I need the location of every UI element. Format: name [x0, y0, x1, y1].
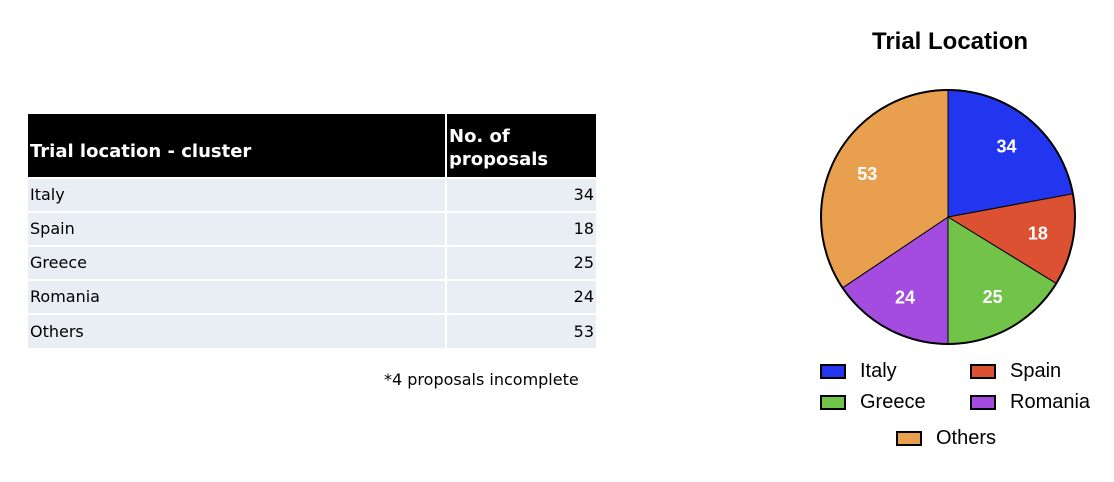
legend-swatch-romania	[970, 395, 996, 410]
row-value: 34	[445, 177, 596, 212]
header-no-of-proposals: No. of proposals	[445, 114, 596, 178]
proposals-table: Trial location - cluster No. of proposal…	[28, 114, 596, 348]
legend-item-others: Others	[896, 427, 996, 450]
legend-swatch-greece	[820, 395, 846, 410]
legend-item-greece: Greece	[820, 391, 926, 414]
header-trial-location: Trial location - cluster	[28, 114, 446, 178]
legend-swatch-spain	[970, 364, 996, 379]
legend-item-spain: Spain	[970, 360, 1061, 383]
legend-swatch-italy	[820, 364, 846, 379]
legend-label-italy: Italy	[860, 360, 897, 382]
row-label: Others	[28, 313, 446, 348]
row-label: Romania	[28, 279, 446, 314]
legend-item-romania: Romania	[970, 391, 1090, 414]
pie-label-spain: 18	[1028, 224, 1048, 244]
table-row: Spain 18	[28, 211, 596, 246]
table-header-row: Trial location - cluster No. of proposal…	[28, 114, 596, 178]
table-row: Greece 25	[28, 245, 596, 280]
row-value: 53	[445, 313, 596, 348]
row-label: Italy	[28, 177, 446, 212]
legend-label-spain: Spain	[1010, 360, 1062, 382]
legend-label-others: Others	[936, 427, 997, 449]
pie-outline	[820, 89, 1076, 345]
table-row: Italy 34	[28, 177, 596, 212]
row-value: 25	[445, 245, 596, 280]
legend-label-romania: Romania	[1010, 391, 1091, 413]
proposals-table-container: Trial location - cluster No. of proposal…	[28, 114, 596, 348]
table-row: Others 53	[28, 313, 596, 348]
row-value: 24	[445, 279, 596, 314]
pie-chart: 34 18 25 24 53	[820, 89, 1076, 345]
row-label: Spain	[28, 211, 446, 246]
legend-label-greece: Greece	[860, 391, 926, 413]
table-footnote: *4 proposals incomplete	[384, 370, 579, 389]
chart-title: Trial Location	[871, 28, 1029, 55]
legend-swatch-others	[896, 431, 922, 446]
legend-item-italy: Italy	[820, 360, 897, 383]
pie-label-italy: 34	[996, 137, 1016, 157]
pie-label-others: 53	[857, 164, 877, 184]
row-value: 18	[445, 211, 596, 246]
table-row: Romania 24	[28, 279, 596, 314]
pie-label-greece: 25	[983, 287, 1003, 307]
row-label: Greece	[28, 245, 446, 280]
pie-label-romania: 24	[895, 288, 915, 308]
